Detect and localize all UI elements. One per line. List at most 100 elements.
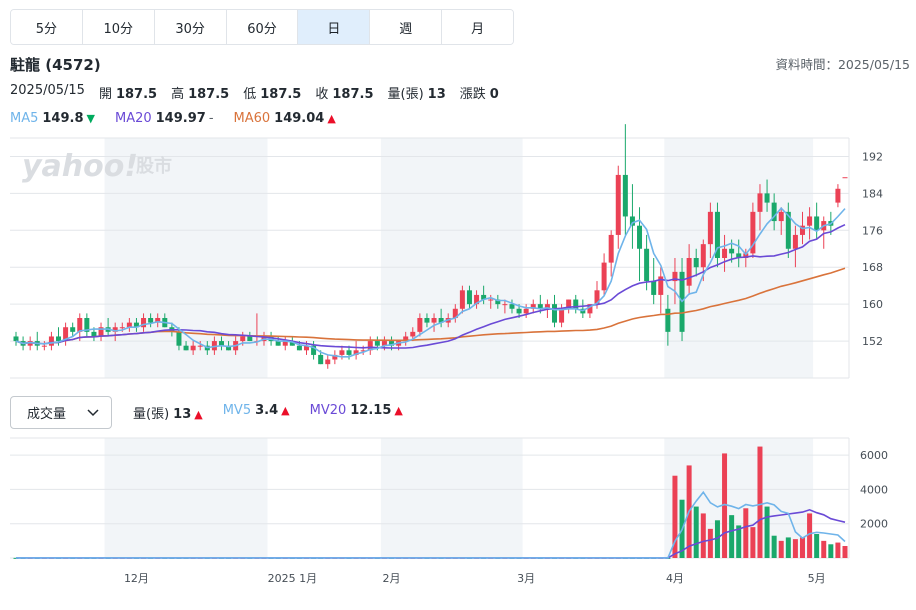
volume-bar (757, 446, 763, 558)
indicator-select[interactable]: 成交量 (10, 396, 112, 429)
yahoo-watermark-logo: yahoo! (22, 149, 138, 184)
candle-body (807, 216, 813, 226)
candle-body (509, 304, 515, 309)
tab-5[interactable]: 週 (370, 10, 443, 44)
candle-body (778, 211, 784, 222)
volume-bar (828, 544, 834, 558)
candle-body (148, 318, 154, 323)
candle-body (190, 345, 196, 351)
price-tick-label: 176 (862, 224, 883, 237)
candle-body (155, 318, 161, 323)
data-time-value: 2025/05/15 (837, 57, 910, 72)
candle-body (594, 290, 600, 305)
candle-body (84, 318, 90, 332)
volume-bar (842, 546, 848, 558)
candle-body (282, 341, 288, 346)
candle-body (466, 290, 472, 305)
candle-body (764, 193, 770, 203)
tab-0[interactable]: 5分 (11, 10, 83, 44)
candle-body (792, 234, 798, 249)
candle-body (566, 299, 572, 309)
candle-body (799, 225, 805, 235)
volume-bar (714, 520, 720, 558)
candle-body (218, 341, 224, 346)
up-arrow-icon: ▲ (194, 408, 203, 421)
candle-body (722, 248, 728, 258)
quote-date: 2025/05/15 (10, 83, 85, 98)
candle-body (133, 322, 139, 328)
indicator-select-value: 成交量 (27, 407, 67, 422)
quote-open: 開 187.5 (98, 87, 158, 102)
candle-body (197, 345, 203, 347)
candle-body (410, 331, 416, 337)
volume-bar (700, 513, 706, 558)
ma5-legend: MA5 149.8 ▼ (10, 111, 95, 126)
ma60-legend: MA60 149.04 ▲ (233, 111, 336, 126)
candle-body (346, 350, 352, 355)
candle-body (629, 216, 635, 226)
candle-body (13, 336, 19, 342)
volume-bar (778, 540, 784, 558)
candle-body (176, 331, 182, 346)
candle-body (311, 345, 317, 355)
candle-body (41, 345, 47, 347)
candle-body (459, 290, 465, 309)
candle-body (573, 299, 579, 309)
volume-tick-label: 4000 (860, 483, 888, 496)
candle-body (587, 304, 593, 314)
tab-6[interactable]: 月 (442, 10, 513, 44)
candle-body (452, 308, 458, 318)
candle-body (339, 350, 345, 355)
quote-change: 漲跌 0 (459, 87, 499, 102)
volume-bar (799, 537, 805, 558)
quote-close: 收 187.5 (315, 87, 374, 102)
down-arrow-icon: ▼ (86, 112, 95, 125)
data-time: 資料時間：2025/05/15 (775, 54, 910, 73)
volume-bar (693, 506, 699, 558)
volume-bar (672, 475, 678, 558)
period-tabs: 5分 10分 30分 60分日週月 (10, 9, 514, 45)
candle-body (332, 354, 338, 360)
candle-body (544, 304, 550, 309)
volume-bar (785, 537, 791, 558)
flat-dash-icon: - (208, 111, 214, 126)
volume-bar (729, 515, 735, 558)
tab-2[interactable]: 30分 (154, 10, 227, 44)
candle-body (275, 341, 281, 346)
candle-body (665, 308, 671, 332)
quote-high: 高 187.5 (171, 87, 230, 102)
stock-title: 駐龍 (4572) (10, 56, 101, 74)
mv5-line (16, 490, 846, 559)
volume-bar (835, 542, 841, 558)
volume-shade-band (380, 438, 523, 558)
candle-body (63, 327, 69, 342)
candle-body (672, 271, 678, 282)
candle-body (516, 308, 522, 314)
volume-bar (821, 540, 827, 558)
up-arrow-icon: ▲ (281, 404, 290, 417)
candle-body (226, 345, 232, 351)
tab-3[interactable]: 60分 (226, 10, 299, 44)
x-axis-label: 2025 1月 (268, 572, 318, 585)
candle-body (523, 308, 529, 314)
volume-tick-label: 2000 (860, 518, 888, 531)
tab-1[interactable]: 10分 (82, 10, 155, 44)
candle-body (296, 345, 302, 351)
candle-body (474, 294, 480, 305)
vol-legend-item: 量(張) 13 ▲ (133, 407, 203, 422)
x-axis-label: 5月 (808, 572, 826, 585)
price-tick-label: 168 (862, 261, 883, 274)
candle-body (608, 234, 614, 263)
tab-4[interactable]: 日 (298, 10, 371, 44)
candle-body (91, 331, 97, 337)
price-tick-label: 160 (862, 298, 883, 311)
candle-body (771, 202, 777, 222)
candle-body (48, 336, 54, 346)
up-arrow-icon: ▲ (327, 112, 336, 125)
quote-volume: 量(張) 13 (387, 87, 446, 102)
candle-body (389, 341, 395, 346)
ma-legend: MA5 149.8 ▼ MA20 149.97- MA60 149.04 ▲ (10, 111, 336, 126)
price-tick-label: 184 (862, 187, 883, 200)
candle-body (714, 211, 720, 258)
